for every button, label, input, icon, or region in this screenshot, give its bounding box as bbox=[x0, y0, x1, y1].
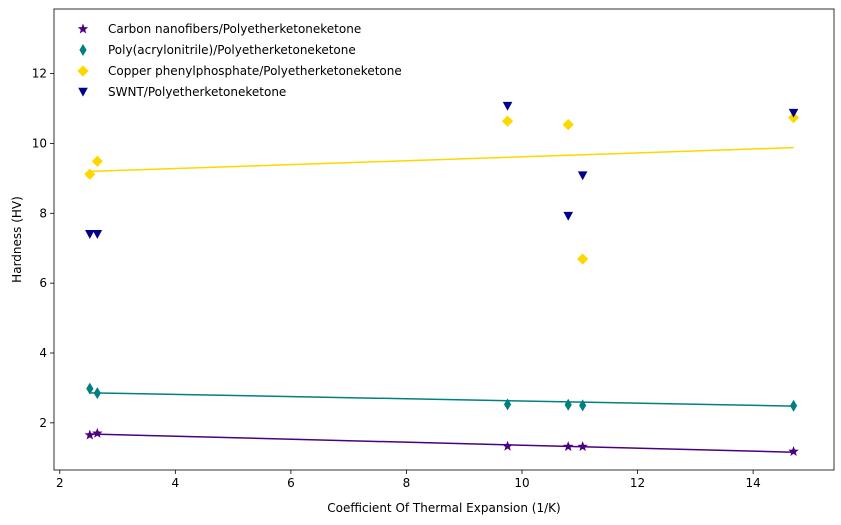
y-tick-label-12: 12 bbox=[32, 67, 47, 81]
x-tick-label-12: 12 bbox=[630, 476, 645, 490]
x-axis-label: Coefficient Of Thermal Expansion (1/K) bbox=[327, 501, 560, 515]
data-point-series-1-1 bbox=[93, 387, 101, 400]
y-tick-label-2: 2 bbox=[39, 416, 47, 430]
data-point-series-0-3 bbox=[562, 441, 574, 452]
data-point-series-2-2 bbox=[501, 115, 514, 127]
data-point-series-2-0 bbox=[84, 168, 96, 180]
legend-label-2: Copper phenylphosphate/Polyetherketoneke… bbox=[108, 64, 402, 78]
x-tick-label-14: 14 bbox=[745, 476, 760, 490]
data-point-series-3-2 bbox=[502, 101, 513, 111]
data-point-series-0-5 bbox=[788, 445, 799, 456]
data-point-series-1-4 bbox=[579, 399, 587, 412]
data-point-series-2-1 bbox=[91, 155, 103, 167]
trend-line-series-0 bbox=[89, 433, 794, 453]
legend-marker-0 bbox=[77, 23, 89, 34]
data-point-series-1-3 bbox=[564, 398, 572, 411]
x-tick-label-8: 8 bbox=[403, 476, 411, 490]
data-point-series-3-4 bbox=[577, 171, 588, 181]
data-point-series-3-0 bbox=[85, 230, 95, 239]
legend-marker-2 bbox=[77, 65, 89, 77]
y-tick-label-8: 8 bbox=[39, 206, 47, 220]
data-point-series-1-0 bbox=[86, 382, 94, 395]
data-point-series-0-2 bbox=[502, 440, 513, 451]
legend: Carbon nanofibers/Polyetherketoneketone P… bbox=[77, 22, 402, 99]
data-point-series-3-3 bbox=[563, 211, 574, 221]
y-tick-label-6: 6 bbox=[39, 276, 47, 290]
data-point-series-0-0 bbox=[84, 429, 96, 440]
trend-line-series-2 bbox=[89, 146, 794, 173]
data-point-series-2-4 bbox=[577, 253, 589, 265]
legend-marker-3 bbox=[78, 87, 88, 97]
data-point-series-3-5 bbox=[788, 108, 799, 118]
x-tick-label-2: 2 bbox=[56, 476, 64, 490]
data-point-series-1-5 bbox=[789, 399, 798, 412]
plot-frame bbox=[53, 8, 835, 471]
legend-label-0: Carbon nanofibers/Polyetherketoneketone bbox=[108, 22, 361, 36]
trend-lines bbox=[89, 146, 794, 453]
y-tick-label-4: 4 bbox=[39, 346, 47, 360]
legend-label-1: Poly(acrylonitrile)/Polyetherketoneketon… bbox=[108, 43, 356, 57]
x-tick-label-4: 4 bbox=[172, 476, 180, 490]
data-point-series-0-4 bbox=[577, 441, 588, 452]
data-point-series-3-1 bbox=[92, 230, 103, 239]
data-point-series-0-1 bbox=[92, 427, 103, 438]
legend-marker-1 bbox=[79, 44, 87, 56]
axis-ticks: 2 4 6 8 10 12 14 2 4 6 8 10 12 bbox=[32, 67, 761, 490]
data-point-series-1-2 bbox=[503, 398, 512, 411]
y-tick-label-10: 10 bbox=[32, 136, 47, 150]
x-tick-label-10: 10 bbox=[514, 476, 529, 490]
legend-label-3: SWNT/Polyetherketoneketone bbox=[108, 85, 286, 99]
data-point-series-2-3 bbox=[562, 118, 574, 131]
x-tick-label-6: 6 bbox=[287, 476, 295, 490]
y-axis-label: Hardness (HV) bbox=[10, 196, 24, 283]
data-points bbox=[84, 101, 800, 456]
trend-line-series-1 bbox=[89, 392, 794, 407]
